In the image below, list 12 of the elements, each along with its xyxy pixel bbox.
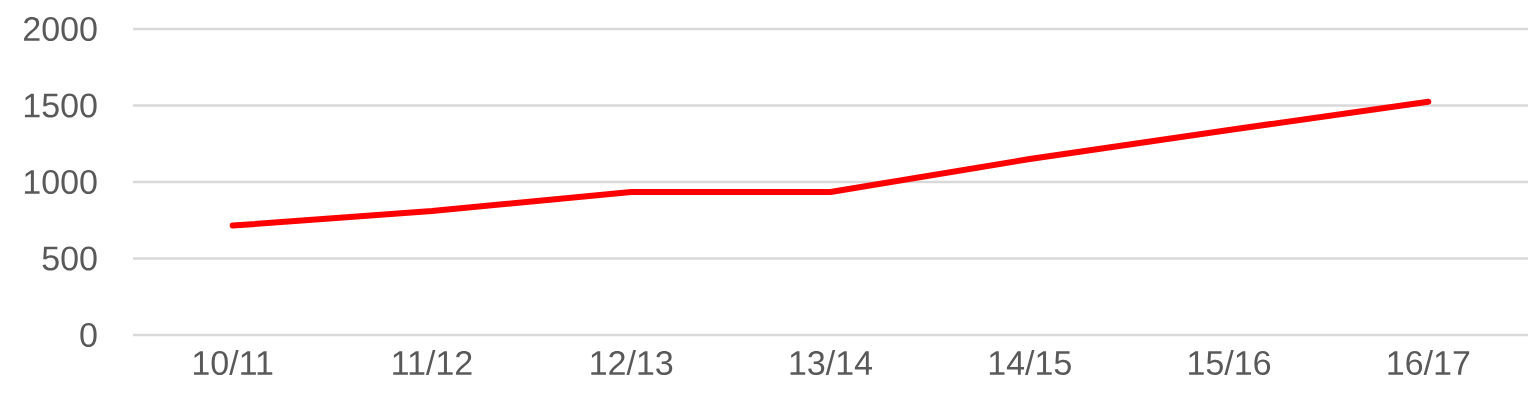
- x-tick-label: 13/14: [790, 350, 873, 376]
- x-tick-label: 16/17: [1388, 350, 1470, 376]
- x-tick-label: 14/15: [989, 350, 1071, 376]
- y-tick-label: 1500: [24, 93, 97, 118]
- x-tick-label: 10/11: [193, 350, 273, 376]
- y-tick-label: 1000: [24, 169, 97, 195]
- x-tick-label: 11/12: [393, 350, 472, 376]
- x-tick-label: 15/16: [1189, 350, 1271, 376]
- x-tick-label: 12/13: [591, 350, 673, 376]
- y-tick-label: 0: [80, 322, 97, 348]
- y-tick-label: 2000: [24, 16, 97, 42]
- y-tick-label: 500: [42, 246, 97, 271]
